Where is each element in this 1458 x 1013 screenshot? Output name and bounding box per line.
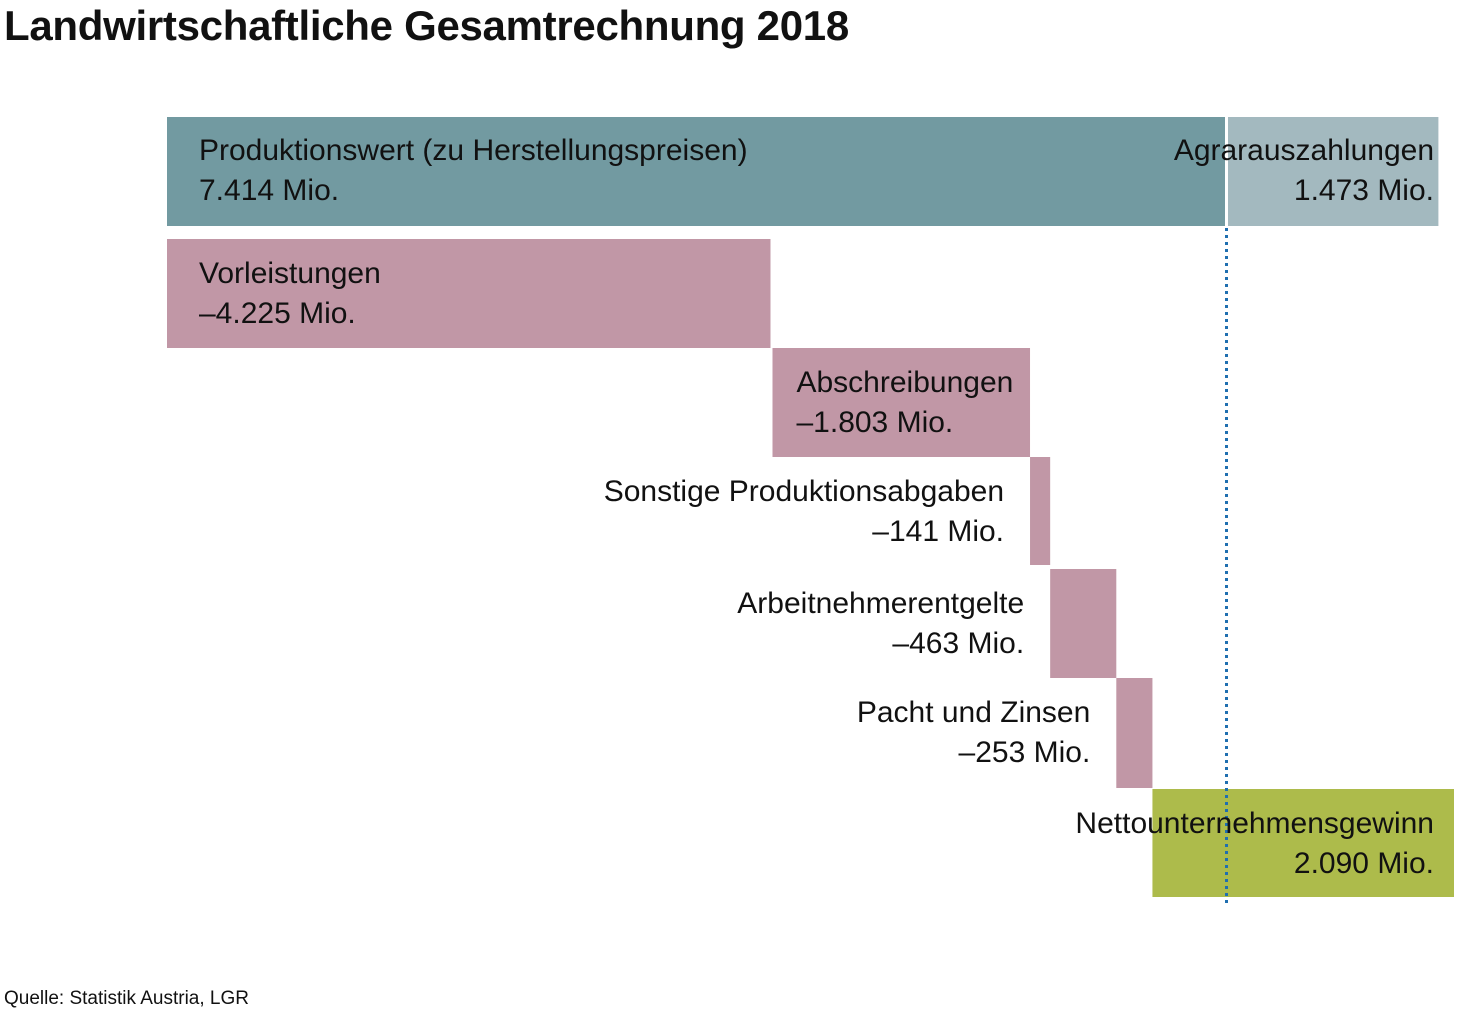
chart-title: Landwirtschaftliche Gesamtrechnung 2018 bbox=[4, 2, 849, 49]
bar-label-nettounternehmensgewinn: Nettounternehmensgewinn bbox=[1075, 807, 1434, 840]
bar-nettounternehmensgewinn bbox=[1152, 789, 1454, 897]
bar-agrarauszahlungen bbox=[1228, 117, 1439, 226]
bar-value-pacht-und-zinsen: –253 Mio. bbox=[959, 736, 1091, 769]
bar-label-agrarauszahlungen: Agrarauszahlungen bbox=[1174, 134, 1434, 167]
bar-value-agrarauszahlungen: 1.473 Mio. bbox=[1294, 174, 1434, 207]
bar-produktionswert-zu-herstellungspreisen bbox=[167, 117, 1225, 226]
bar-value-nettounternehmensgewinn: 2.090 Mio. bbox=[1294, 847, 1434, 880]
bar-label-arbeitnehmerentgelte: Arbeitnehmerentgelte bbox=[737, 587, 1024, 620]
bar-label-produktionswert-zu-herstellungspreisen: Produktionswert (zu Herstellungspreisen) bbox=[199, 134, 748, 167]
bar-label-pacht-und-zinsen: Pacht und Zinsen bbox=[857, 696, 1090, 729]
bar-value-arbeitnehmerentgelte: –463 Mio. bbox=[892, 627, 1024, 660]
bar-pacht-und-zinsen bbox=[1116, 678, 1153, 788]
bar-abschreibungen bbox=[772, 348, 1031, 457]
bar-vorleistungen bbox=[167, 239, 771, 348]
bar-value-produktionswert-zu-herstellungspreisen: 7.414 Mio. bbox=[199, 174, 339, 207]
bar-value-sonstige-produktionsabgaben: –141 Mio. bbox=[872, 515, 1004, 548]
bar-arbeitnehmerentgelte bbox=[1050, 569, 1117, 678]
bar-value-vorleistungen: –4.225 Mio. bbox=[199, 297, 356, 330]
bar-label-vorleistungen: Vorleistungen bbox=[199, 257, 381, 290]
bar-sonstige-produktionsabgaben bbox=[1030, 457, 1051, 565]
source-note: Quelle: Statistik Austria, LGR bbox=[4, 988, 249, 1009]
bar-value-abschreibungen: –1.803 Mio. bbox=[796, 406, 953, 439]
bar-label-abschreibungen: Abschreibungen bbox=[796, 366, 1013, 399]
bar-label-sonstige-produktionsabgaben: Sonstige Produktionsabgaben bbox=[604, 475, 1004, 508]
